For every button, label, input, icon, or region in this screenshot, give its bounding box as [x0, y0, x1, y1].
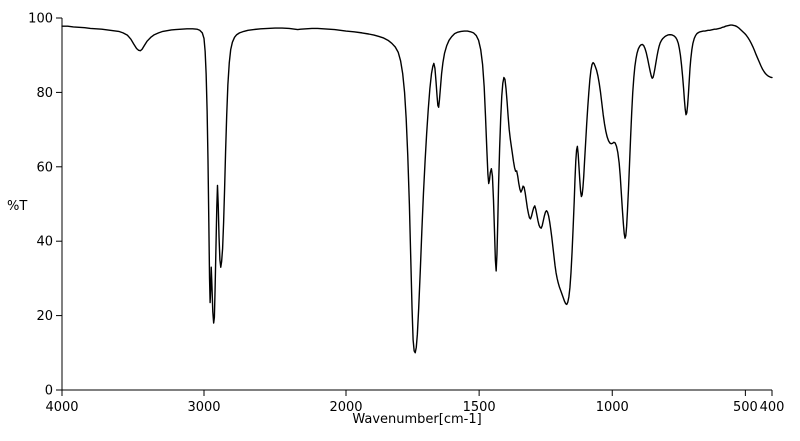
y-tick-label: 60 [36, 160, 53, 175]
x-tick-label: 400 [760, 400, 785, 415]
y-tick-label: 0 [45, 384, 53, 399]
y-tick-label: 100 [28, 12, 53, 27]
x-tick-label: 4000 [45, 400, 78, 415]
y-tick-label: 20 [36, 309, 53, 324]
x-tick-label: 1000 [596, 400, 629, 415]
x-tick-label: 3000 [187, 400, 220, 415]
x-tick-label: 500 [733, 400, 758, 415]
x-axis-title: Wavenumber[cm-1] [352, 412, 482, 427]
y-axis-title: %T [7, 199, 28, 214]
y-tick-label: 40 [36, 235, 53, 250]
x-tick-label: 1500 [463, 400, 496, 415]
x-tick-label: 2000 [329, 400, 362, 415]
spectrum-line [61, 24, 773, 354]
y-tick-label: 80 [36, 86, 53, 101]
